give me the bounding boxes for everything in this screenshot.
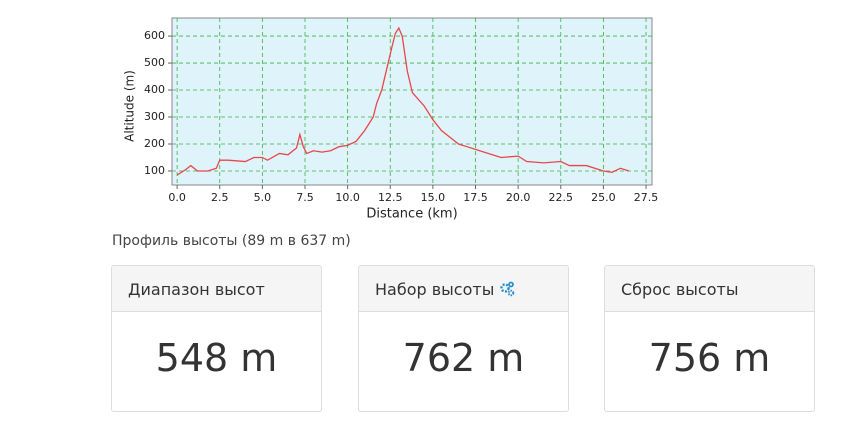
x-tick-label: 0.0: [168, 191, 186, 204]
card: Сброс высоты 756 m: [604, 265, 815, 412]
altitude-line: [176, 26, 630, 176]
x-tick-label: 7.5: [296, 191, 314, 204]
y-tick-label: 400: [144, 83, 165, 96]
card-value: 762 m: [402, 336, 525, 380]
card: Диапазон высот 548 m: [111, 265, 322, 412]
y-tick-label: 600: [144, 29, 165, 42]
x-tick-label: 27.5: [634, 191, 659, 204]
x-tick-label: 5.0: [254, 191, 272, 204]
x-tick-label: 10.0: [335, 191, 360, 204]
x-tick-label: 20.0: [506, 191, 531, 204]
x-axis-label: Distance (km): [366, 207, 457, 222]
x-tick-label: 22.5: [549, 191, 574, 204]
chart: Distance (km) Altitude (m) 100 200 300 400 5…: [123, 17, 659, 222]
x-tick-label: 25.0: [591, 191, 616, 204]
card-title: Сброс высоты: [605, 266, 814, 312]
y-tick-label: 300: [144, 110, 165, 123]
x-tick-label: 2.5: [211, 191, 229, 204]
y-tick-label: 200: [144, 137, 165, 150]
y-tick-label: 500: [144, 56, 165, 69]
card-value: 548 m: [155, 336, 278, 380]
card-title: Набор высоты: [375, 280, 495, 299]
y-tick-label: 100: [144, 164, 165, 177]
card-header: Набор высоты: [359, 266, 568, 312]
y-axis-label: Altitude (m): [123, 70, 137, 142]
plot-area: [171, 17, 653, 186]
x-tick-label: 15.0: [421, 191, 446, 204]
gear-icon[interactable]: [499, 281, 515, 297]
x-tick-label: 12.5: [378, 191, 403, 204]
card: Набор высоты 762 m: [358, 265, 569, 412]
card-title: Диапазон высот: [112, 266, 321, 312]
card-value: 756 m: [648, 336, 771, 380]
x-tick-label: 17.5: [463, 191, 488, 204]
caption: Профиль высоты (89 m в 637 m): [112, 233, 351, 249]
